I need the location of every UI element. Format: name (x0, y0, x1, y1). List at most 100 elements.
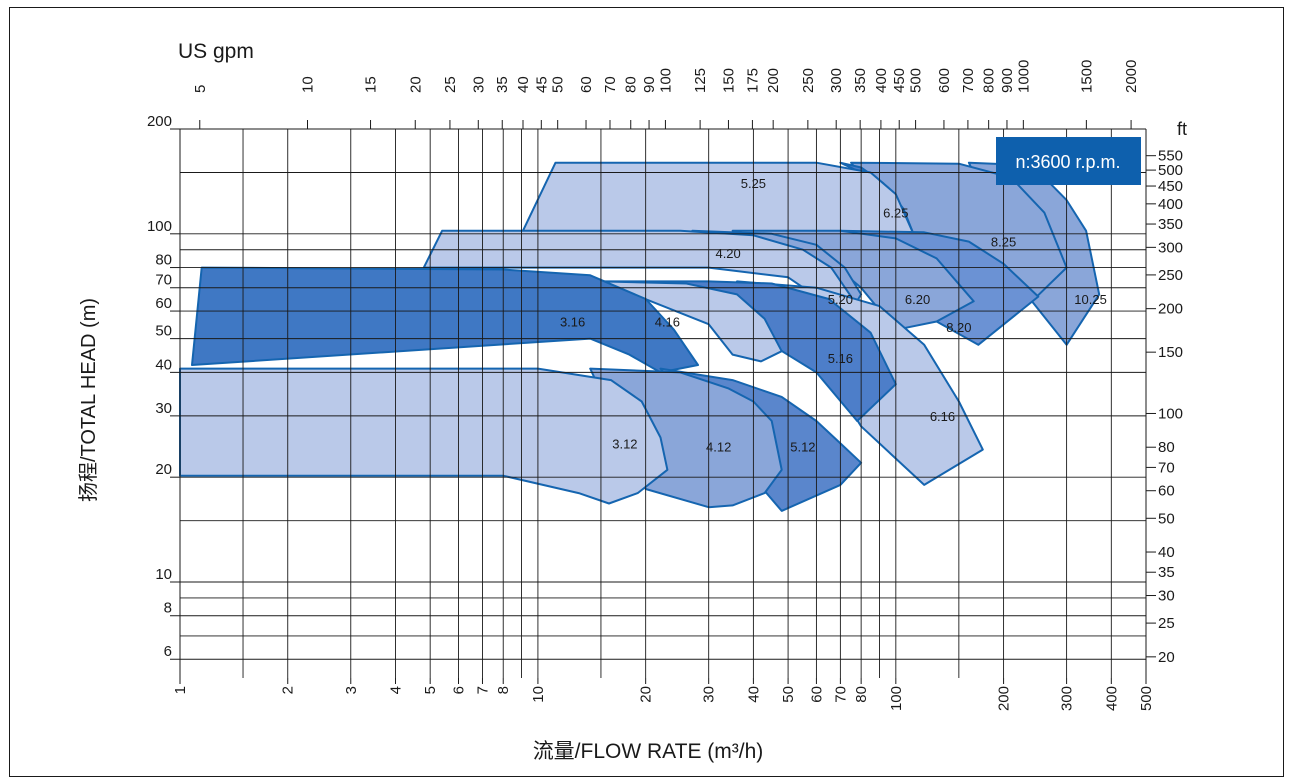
ft-tick-label: 350 (1158, 216, 1183, 233)
pump-label-5-25: 5.25 (741, 176, 766, 191)
gpm-tick-label: 80 (623, 76, 640, 93)
gpm-tick-label: 450 (891, 68, 908, 93)
x-tick-label: 2 (280, 686, 297, 694)
pump-label-6-20: 6.20 (905, 292, 930, 307)
pump-region-3-12 (179, 367, 669, 505)
ft-tick-label: 20 (1158, 649, 1175, 666)
gpm-tick-label: 15 (363, 76, 380, 93)
ft-tick-label: 150 (1158, 344, 1183, 361)
pump-label-5-16: 5.16 (828, 351, 853, 366)
pump-label-8-25: 8.25 (991, 235, 1016, 250)
gpm-tick-label: 60 (578, 76, 595, 93)
gpm-tick-label: 800 (981, 68, 998, 93)
x-tick-label: 5 (422, 686, 439, 694)
x-tick-label: 400 (1103, 686, 1120, 711)
x-axis-title: 流量/FLOW RATE (m³/h) (533, 740, 764, 763)
gpm-tick-label: 1500 (1078, 60, 1095, 93)
x-tick-label: 30 (701, 686, 718, 703)
rpm-badge-text: n:3600 r.p.m. (1015, 152, 1120, 172)
top-axis-title: US gpm (178, 40, 254, 63)
gpm-tick-label: 10 (300, 76, 317, 93)
gpm-tick-label: 20 (407, 76, 424, 93)
x-tick-label: 100 (888, 686, 905, 711)
y-tick-label: 100 (147, 218, 172, 235)
ft-tick-label: 100 (1158, 405, 1183, 422)
gpm-tick-label: 2000 (1123, 60, 1140, 93)
pump-label-4-16: 4.16 (655, 314, 680, 329)
x-tick-label: 1 (172, 686, 189, 694)
x-tick-label: 200 (996, 686, 1013, 711)
gpm-tick-label: 30 (470, 76, 487, 93)
ft-tick-label: 50 (1158, 510, 1175, 527)
gpm-tick-label: 600 (936, 68, 953, 93)
pump-label-6-25: 6.25 (883, 206, 908, 221)
pump-region-5-25 (520, 161, 915, 235)
grid (179, 128, 1147, 678)
ft-tick-label: 250 (1158, 267, 1183, 284)
gpm-tick-label: 45 (533, 76, 550, 93)
ft-tick-label: 80 (1158, 439, 1175, 456)
right-axis-title: ft (1177, 119, 1187, 139)
y-tick-label: 200 (147, 113, 172, 130)
ft-tick-label: 60 (1158, 483, 1175, 500)
pump-label-5-20: 5.20 (828, 292, 853, 307)
gpm-tick-label: 40 (515, 76, 532, 93)
x-tick-label: 3 (343, 686, 360, 694)
x-tick-label: 4 (387, 686, 404, 694)
x-tick-label: 50 (780, 686, 797, 703)
gpm-tick-label: 25 (442, 76, 459, 93)
ft-tick-label: 30 (1158, 588, 1175, 605)
pump-regions (179, 161, 1101, 512)
y-tick-label: 60 (155, 295, 172, 312)
gpm-tick-label: 700 (960, 68, 977, 93)
x-tick-label: 500 (1138, 686, 1155, 711)
gpm-tick-label: 90 (641, 76, 658, 93)
gpm-tick-label: 175 (744, 68, 761, 93)
pump-region-5-16 (599, 280, 897, 422)
gpm-tick-label: 70 (602, 76, 619, 93)
pump-label-6-16: 6.16 (930, 409, 955, 424)
ft-tick-label: 40 (1158, 544, 1175, 561)
pump-region-4-16 (599, 280, 783, 363)
ft-tick-label: 70 (1158, 459, 1175, 476)
gpm-tick-label: 50 (550, 76, 567, 93)
gpm-tick-label: 200 (765, 68, 782, 93)
y-axis-title: 扬程/TOTAL HEAD (m) (77, 298, 100, 502)
rpm-badge: n:3600 r.p.m. (996, 137, 1141, 185)
gpm-tick-label: 300 (828, 68, 845, 93)
x-tick-label: 10 (530, 686, 547, 703)
gpm-tick-label: 400 (873, 68, 890, 93)
region-labels: 10.25 8.25 6.25 5.25 8.20 6.20 5.20 4.20 6.16 5.1… (560, 176, 1107, 455)
gpm-tick-label: 100 (657, 68, 674, 93)
pump-region-3-16 (191, 266, 699, 374)
gpm-tick-label: 5 (192, 85, 209, 93)
x-tick-label: 300 (1059, 686, 1076, 711)
gpm-tick-label: 350 (852, 68, 869, 93)
pump-label-4-12: 4.12 (706, 439, 731, 454)
x-tick-label: 40 (745, 686, 762, 703)
x-tick-label: 80 (853, 686, 870, 703)
ft-tick-label: 450 (1158, 178, 1183, 195)
y-tick-label: 80 (155, 252, 172, 269)
pump-label-3-12: 3.12 (612, 436, 637, 451)
ft-tick-label: 200 (1158, 301, 1183, 318)
y-tick-label: 70 (155, 272, 172, 289)
ft-tick-label: 35 (1158, 564, 1175, 581)
ft-tick-label: 400 (1158, 196, 1183, 213)
ft-tick-label: 500 (1158, 162, 1183, 179)
gpm-tick-label: 250 (800, 68, 817, 93)
y-tick-label: 40 (155, 356, 172, 373)
x-tick-label: 8 (495, 686, 512, 694)
x-tick-label: 20 (638, 686, 655, 703)
gpm-tick-label: 35 (494, 76, 511, 93)
pump-label-3-16: 3.16 (560, 314, 585, 329)
pump-label-10-25: 10.25 (1074, 292, 1107, 307)
ft-tick-label: 300 (1158, 239, 1183, 256)
x-tick-label: 7 (474, 686, 491, 694)
ft-tick-label: 25 (1158, 615, 1175, 632)
x-tick-label: 6 (451, 686, 468, 694)
y-tick-label: 6 (164, 643, 172, 660)
y-tick-label: 10 (155, 566, 172, 583)
